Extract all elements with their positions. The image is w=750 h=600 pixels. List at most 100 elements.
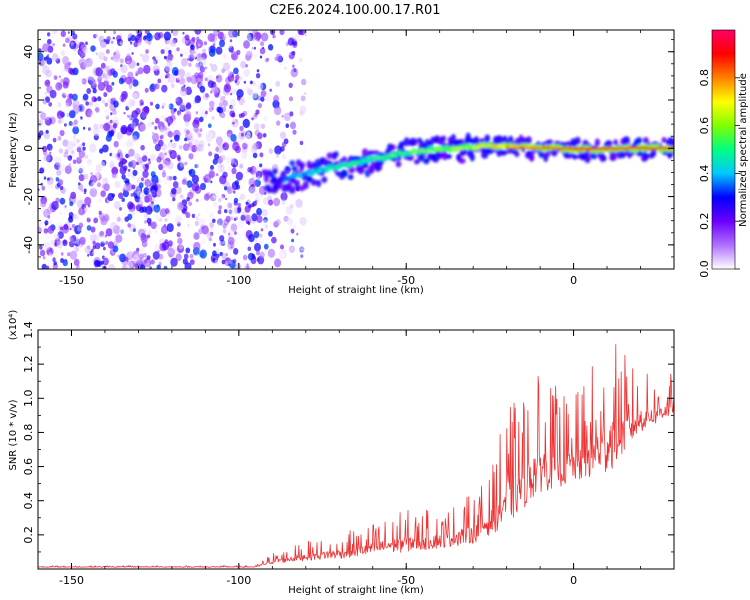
- spectrogram-ridge-core: [527, 145, 532, 149]
- spectrogram-ridge-halo: [526, 136, 532, 145]
- spectrogram-cell: [149, 266, 152, 269]
- spectrogram-ridge-halo: [666, 150, 674, 158]
- spectrogram-cell: [231, 61, 237, 68]
- spectrogram-ridge-core: [321, 168, 326, 172]
- spectrogram-cell: [151, 121, 154, 125]
- spectrogram-cell: [185, 102, 192, 110]
- spectrogram-cell: [152, 251, 160, 260]
- spectrogram-cell: [103, 38, 107, 43]
- spectrogram-cell: [186, 76, 192, 83]
- spectrogram-cell: [248, 185, 256, 194]
- spectrogram-cell: [131, 52, 134, 55]
- spectrogram-cell: [179, 87, 188, 97]
- spectrogram-cell: [225, 197, 228, 201]
- spectrogram-ridge-core: [464, 146, 469, 150]
- spectrogram-cell: [104, 65, 110, 72]
- spectrogram-cell: [144, 87, 149, 93]
- spectrogram-ridge-halo: [441, 135, 446, 142]
- spectrogram-ridge-core: [342, 164, 348, 167]
- spectrogram-ridge-core: [365, 159, 370, 162]
- spectrogram-cell: [145, 194, 153, 203]
- spectrogram-cell: [175, 186, 182, 195]
- spectrogram-cell: [54, 166, 58, 170]
- spectrogram-cell: [285, 123, 290, 128]
- spectrogram-cell: [47, 32, 51, 37]
- spectrogram-ridge-halo: [403, 137, 411, 147]
- spectrogram-cell: [136, 190, 143, 198]
- spectrogram-cell: [158, 179, 162, 183]
- spectrogram-cell: [219, 175, 227, 185]
- spectrogram-cell: [93, 259, 100, 268]
- spectrogram-cell: [158, 261, 162, 266]
- spectrogram-cell: [78, 207, 85, 216]
- spectrogram-cell: [40, 199, 47, 208]
- spectrogram-cell: [251, 91, 258, 99]
- spectrogram-cell: [130, 160, 137, 168]
- spectrogram-ridge-halo: [348, 165, 355, 174]
- spectrogram-cell: [254, 242, 261, 252]
- colorbar-tick-label: 0.0: [698, 260, 711, 278]
- spectrogram-cell: [243, 135, 251, 145]
- spectrogram-cell: [275, 219, 281, 226]
- spectrogram-cell: [132, 228, 136, 233]
- spectrogram-ridge-core: [350, 162, 355, 165]
- spectrogram-cell: [127, 170, 133, 178]
- spectrogram-cell: [38, 90, 43, 100]
- spectrogram-cell: [112, 70, 118, 78]
- spectrogram-cell: [153, 68, 160, 76]
- spectrogram-cell: [197, 260, 205, 269]
- spectrogram-cell: [188, 132, 194, 140]
- spectrogram-cell: [232, 121, 235, 125]
- spectrogram-cell: [143, 212, 149, 220]
- spectrogram-cell: [244, 33, 252, 42]
- spectrogram-ridge-core: [417, 150, 421, 154]
- spectrogram-cell: [195, 198, 199, 202]
- spectrogram-cell: [141, 111, 147, 119]
- spectrogram-cell: [266, 57, 270, 62]
- spectrogram-cell: [281, 114, 284, 118]
- spectrogram-cell: [214, 259, 219, 265]
- spectrogram-cell: [292, 224, 297, 229]
- spectrogram-cell: [64, 205, 67, 208]
- spectrogram-ridge-halo: [370, 165, 375, 174]
- spectrogram-cell: [154, 229, 158, 234]
- spectrogram-cell: [281, 199, 286, 205]
- spectrogram-cell: [236, 89, 244, 98]
- spectrogram-cell: [112, 36, 115, 40]
- spectrogram-cell: [240, 193, 246, 200]
- spectrogram-cell: [299, 110, 304, 117]
- spectrogram-cell: [177, 237, 183, 245]
- spectrogram-cell: [77, 139, 80, 143]
- spectrogram-ridge-core: [490, 145, 496, 148]
- spectrogram-cell: [49, 89, 57, 99]
- spectrogram-cell: [86, 159, 92, 166]
- spectrogram-cell: [241, 151, 248, 159]
- spectrogram-cell: [184, 161, 188, 166]
- spectrogram-cell: [90, 181, 97, 190]
- x-tick-label: -150: [59, 574, 84, 587]
- spectrogram-cell: [76, 156, 81, 162]
- spectrogram-cell: [138, 163, 146, 173]
- spectrogram-cell: [176, 110, 182, 116]
- spectrogram-cell: [193, 232, 200, 240]
- spectrogram-cell: [139, 189, 143, 194]
- spectrogram-cell: [127, 223, 131, 228]
- spectrogram-cell: [69, 235, 73, 241]
- spectrogram-cell: [109, 152, 113, 157]
- spectrogram-cell: [228, 209, 233, 215]
- spectrogram-cell: [191, 182, 200, 192]
- spectrogram-cell: [115, 234, 123, 243]
- spectrogram-cell: [157, 78, 162, 84]
- spectrogram-cell: [119, 33, 123, 37]
- spectrogram-cell: [72, 103, 77, 108]
- spectrogram-cell: [59, 117, 64, 124]
- spectrogram-cell: [198, 217, 206, 227]
- spectrogram-cell: [103, 246, 106, 251]
- spectrogram-cell: [157, 139, 164, 147]
- spectrogram-cell: [99, 161, 106, 169]
- spectrogram-cell: [140, 234, 148, 243]
- spectrogram-cell: [299, 216, 307, 226]
- spectrogram-cell: [178, 112, 181, 116]
- spectrogram-cell: [88, 127, 91, 131]
- spectrogram-cell: [49, 32, 55, 39]
